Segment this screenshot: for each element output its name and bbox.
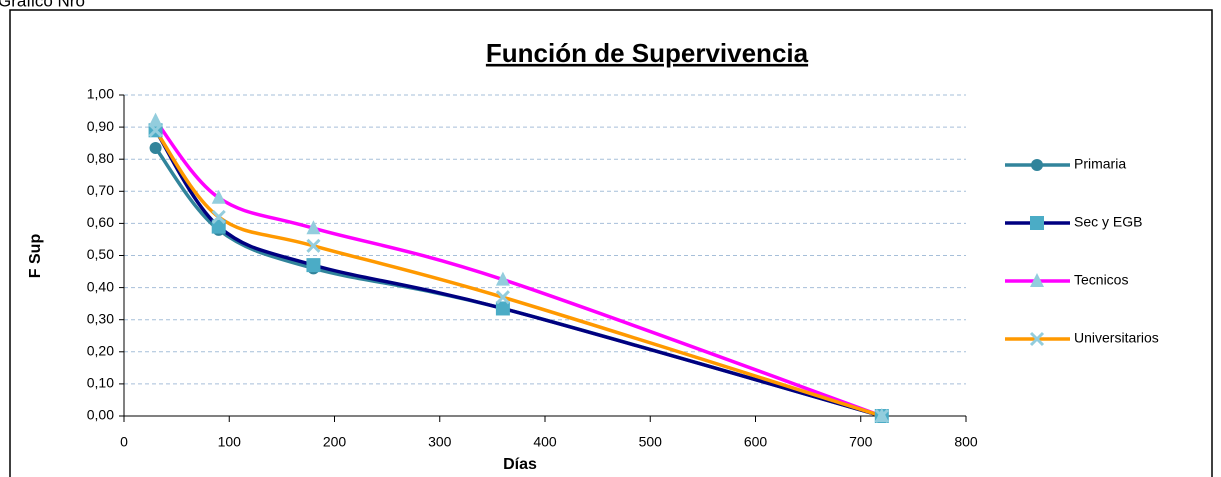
- x-tick-label: 400: [533, 434, 557, 450]
- y-tick-label: 0,60: [87, 214, 114, 230]
- legend-marker: [1030, 273, 1044, 287]
- chart-title: Función de Supervivencia: [486, 38, 809, 68]
- data-point: [211, 209, 226, 225]
- data-point: [306, 220, 321, 235]
- y-tick-label: 0,50: [87, 246, 114, 262]
- data-point: [149, 141, 162, 154]
- y-tick-label: 1,00: [87, 86, 114, 102]
- y-tick-label: 0,90: [87, 118, 114, 134]
- data-point: [148, 123, 163, 138]
- data-point: [306, 238, 321, 253]
- x-tick-label: 800: [954, 434, 978, 450]
- data-point: [495, 301, 510, 316]
- caption: Gráfico Nro: [0, 0, 85, 10]
- legend-marker: [1031, 159, 1043, 171]
- y-tick-label: 0,10: [87, 375, 114, 391]
- y-tick-label: 0,70: [87, 182, 114, 198]
- series-line: [154, 129, 883, 418]
- data-point: [306, 258, 321, 273]
- legend-label: Universitarios: [1074, 330, 1159, 346]
- legend-label: Primaria: [1074, 156, 1126, 172]
- y-tick-label: 0,20: [87, 343, 114, 359]
- legend-label: Tecnicos: [1074, 272, 1128, 288]
- data-point: [874, 408, 889, 424]
- y-tick-label: 0,00: [87, 407, 114, 423]
- x-tick-label: 300: [428, 434, 452, 450]
- y-tick-label: 0,40: [87, 278, 114, 294]
- series-line: [154, 119, 883, 418]
- y-tick-label: 0,80: [87, 150, 114, 166]
- y-axis-label: F Sup: [27, 234, 44, 279]
- legend-marker: [1029, 331, 1045, 347]
- x-axis-label: Días: [503, 456, 537, 473]
- x-tick-label: 500: [639, 434, 663, 450]
- x-tick-label: 100: [218, 434, 242, 450]
- x-tick-label: 600: [744, 434, 768, 450]
- data-point: [495, 271, 510, 286]
- series-line: [154, 129, 883, 418]
- chart-frame: [9, 9, 1213, 477]
- legend-label: Sec y EGB: [1074, 214, 1142, 230]
- x-tick-label: 700: [849, 434, 873, 450]
- data-point: [495, 290, 510, 305]
- legend-marker: [1030, 216, 1044, 230]
- y-tick-label: 0,30: [87, 310, 114, 326]
- x-tick-label: 0: [120, 434, 128, 450]
- data-point: [148, 112, 163, 127]
- x-tick-label: 200: [323, 434, 347, 450]
- data-point: [211, 189, 226, 204]
- data-point: [211, 219, 226, 234]
